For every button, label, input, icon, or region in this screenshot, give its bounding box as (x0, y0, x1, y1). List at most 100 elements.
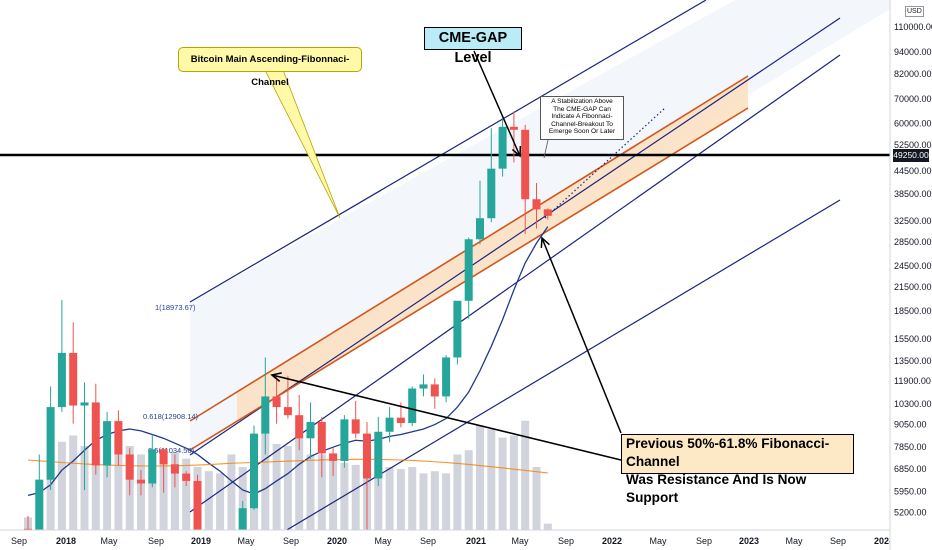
candle-down[interactable] (521, 129, 530, 200)
candle-down[interactable] (159, 449, 168, 465)
x-tick-label: May (785, 536, 803, 546)
candle-up[interactable] (476, 218, 484, 240)
y-tick-label: 70000.00 (894, 94, 932, 104)
candle-up[interactable] (340, 419, 349, 461)
candle-up[interactable] (148, 449, 157, 484)
volume-bar (329, 460, 338, 530)
candle-up[interactable] (487, 168, 496, 219)
volume-bar (419, 473, 428, 530)
fib-band-fill (237, 76, 748, 420)
y-tick-label: 52500.00 (894, 140, 932, 150)
projection-line[interactable] (544, 107, 666, 219)
volume-bar (272, 443, 281, 530)
channel-line[interactable] (269, 199, 841, 541)
main-channel-label[interactable]: Bitcoin Main Ascending-Fibonnaci-Channel (178, 47, 362, 88)
support-arrow-up[interactable] (541, 237, 622, 434)
candle-up[interactable] (238, 508, 247, 530)
currency-label: USD (905, 6, 924, 17)
y-tick-label: 94000.00 (894, 47, 932, 57)
y-tick-label: 5950.00 (894, 486, 927, 496)
volume-bar (509, 435, 518, 530)
candle-down[interactable] (430, 384, 439, 397)
x-tick-label: May (374, 536, 392, 546)
candle-down[interactable] (295, 415, 304, 439)
x-tick-label: May (100, 536, 118, 546)
y-tick-label: 82000.00 (894, 69, 932, 79)
y-tick-label: 15500.00 (894, 334, 932, 344)
x-tick-label: Sep (283, 536, 299, 546)
candle-up[interactable] (103, 421, 112, 466)
y-axis[interactable]: 110000.00 94000.00 82000.00 70000.00 60000.0… (889, 0, 932, 550)
candle-down[interactable] (182, 473, 191, 481)
volume-bar (317, 454, 326, 530)
candle-down[interactable] (137, 479, 145, 484)
candle-down[interactable] (317, 421, 326, 454)
candle-down[interactable] (283, 407, 292, 416)
candle-up[interactable] (35, 479, 44, 530)
fib-level-label: 0.5(11034.50) (148, 446, 195, 455)
x-tick-label: 2023 (739, 536, 759, 546)
support-arrow-left-head (270, 372, 282, 382)
support-note[interactable]: Previous 50%-61.8% Fibonacci-Channel Was… (621, 434, 854, 505)
x-tick-label: 2019 (191, 536, 211, 546)
candle-up[interactable] (80, 402, 89, 406)
cme-gap-label[interactable]: CME-GAP Level (424, 27, 522, 66)
y-tick-label: 5200.00 (894, 508, 927, 518)
candle-up[interactable] (464, 239, 473, 301)
x-tick-label: May (511, 536, 529, 546)
candle-up[interactable] (374, 431, 383, 479)
candle-up[interactable] (385, 417, 394, 432)
stabilization-note[interactable]: A Stabilization Above The CME-GAP Can In… (540, 96, 624, 140)
support-arrow-up-head (540, 236, 550, 249)
volume-bar (216, 473, 225, 530)
candle-down[interactable] (69, 352, 78, 406)
candle-down[interactable] (351, 419, 360, 434)
candle-down[interactable] (543, 209, 552, 216)
fib-level-label: 0.618(12908.14) (143, 412, 199, 421)
slow-ma-line[interactable] (27, 458, 548, 474)
candle-down[interactable] (363, 433, 371, 479)
candle-down[interactable] (193, 480, 202, 530)
candle-up[interactable] (453, 300, 462, 358)
volume-bar (396, 469, 405, 530)
cme-arrow-head (511, 145, 522, 158)
candle-up[interactable] (419, 384, 428, 389)
support-arrow-left[interactable] (271, 374, 622, 461)
candle-up[interactable] (250, 433, 258, 509)
candle-up[interactable] (442, 357, 451, 397)
fib-labels: 1(18973.67) 0.618(12908.14) 0.5(11034.50) (143, 303, 199, 455)
last-price-badge: 49250.00 (893, 149, 929, 162)
y-tick-label: 24500.00 (894, 261, 932, 271)
fib-level-label: 1(18973.67) (155, 303, 196, 312)
volume-bar (46, 456, 55, 530)
candle-up[interactable] (306, 421, 315, 439)
candle-down[interactable] (91, 402, 100, 466)
volume-bar (408, 467, 417, 530)
candle-down[interactable] (396, 417, 405, 423)
y-tick-label: 11900.00 (894, 376, 931, 386)
candle-up[interactable] (498, 126, 507, 169)
candle-down[interactable] (125, 454, 134, 480)
volume-bar (159, 456, 168, 530)
y-tick-label: 7850.00 (894, 442, 927, 452)
volume-bar (103, 441, 112, 530)
x-tick-label: Sep (830, 536, 846, 546)
candle-up[interactable] (408, 388, 417, 423)
candle-down[interactable] (532, 199, 541, 210)
x-tick-label: Sep (558, 536, 574, 546)
candle-up[interactable] (57, 352, 66, 408)
x-tick-label: Sep (11, 536, 27, 546)
candle-down[interactable] (509, 126, 518, 130)
volume-bar (464, 450, 473, 530)
candle-down[interactable] (114, 421, 123, 455)
candle-down[interactable] (329, 453, 338, 461)
candle-up[interactable] (261, 396, 270, 434)
cme-arrow[interactable] (473, 50, 521, 157)
candle-up[interactable] (46, 407, 55, 480)
candle-down[interactable] (170, 464, 179, 474)
channel-line[interactable] (189, 0, 707, 303)
candle-down[interactable] (24, 528, 32, 530)
y-axis-bg (890, 0, 932, 550)
y-tick-label: 10300.00 (894, 399, 932, 409)
candle-down[interactable] (272, 396, 281, 408)
